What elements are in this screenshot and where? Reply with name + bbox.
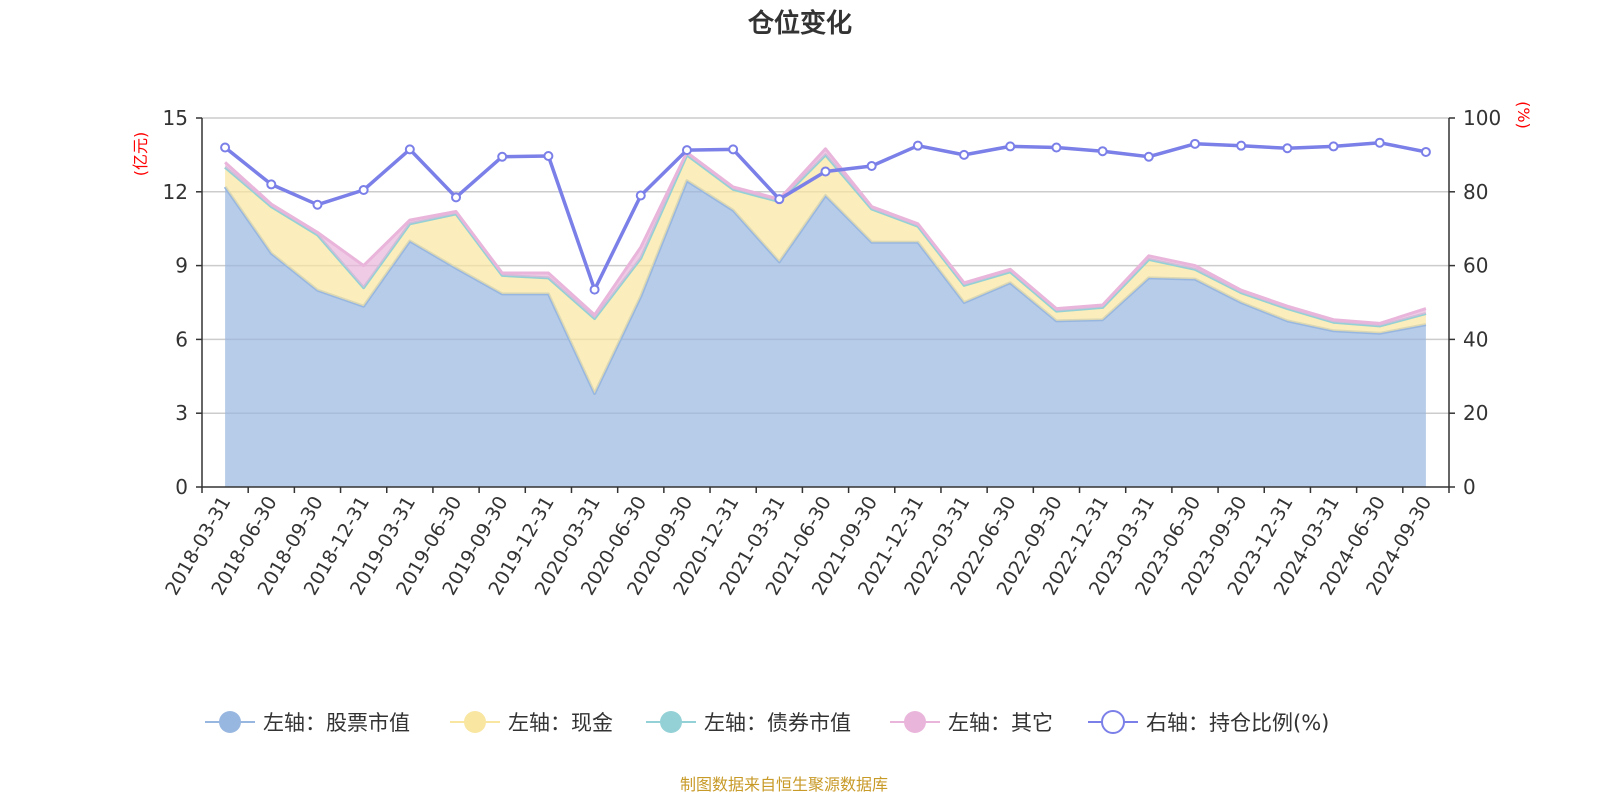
- area-edge-左轴：其它: [224, 147, 1427, 325]
- ratio-point: [1189, 138, 1200, 149]
- ratio-point: [1282, 143, 1293, 154]
- legend-label: 左轴：股票市值: [263, 711, 410, 735]
- left-tick-label: 15: [163, 106, 188, 130]
- ratio-point: [635, 190, 646, 201]
- right-tick-label: 80: [1463, 180, 1488, 204]
- chart-title: 仓位变化: [747, 8, 852, 39]
- ratio-point: [1005, 141, 1016, 152]
- legend: 左轴：股票市值 左轴：现金 左轴：债券市值 左轴：其它 右轴：持仓比例(%): [205, 710, 1329, 735]
- ratio-point: [728, 144, 739, 155]
- ratio-point: [1420, 146, 1431, 157]
- legend-label: 右轴：持仓比例(%): [1146, 711, 1329, 735]
- ratio-point: [589, 284, 600, 295]
- ratio-point: [959, 149, 970, 160]
- legend-swatch-marker: [219, 711, 241, 733]
- stacked-areas: [223, 147, 1427, 487]
- right-tick-label: 100: [1463, 106, 1501, 130]
- right-tick-label: 40: [1463, 327, 1488, 351]
- ratio-point: [404, 144, 415, 155]
- ratio-point: [681, 145, 692, 156]
- left-tick-label: 0: [175, 475, 188, 499]
- ratio-point: [1051, 142, 1062, 153]
- ratio-point: [866, 160, 877, 171]
- ratio-point: [820, 166, 831, 177]
- ratio-point: [1374, 137, 1385, 148]
- legend-swatch-marker: [660, 711, 682, 733]
- ratio-point: [497, 151, 508, 162]
- area-左轴：现金: [225, 154, 1426, 394]
- left-tick-label: 12: [163, 180, 188, 204]
- data-source-note: 制图数据来自恒生聚源数据库: [680, 775, 888, 794]
- legend-label: 左轴：现金: [508, 711, 613, 735]
- left-tick-label: 9: [175, 254, 188, 278]
- ratio-point: [358, 184, 369, 195]
- ratio-point: [912, 140, 923, 151]
- legend-label: 左轴：其它: [948, 711, 1053, 735]
- ratio-point: [774, 194, 785, 205]
- left-tick-label: 3: [175, 401, 188, 425]
- right-tick-label: 20: [1463, 401, 1488, 425]
- ratio-point: [1097, 146, 1108, 157]
- ratio-point: [543, 151, 554, 162]
- left-tick-label: 6: [175, 327, 188, 351]
- right-tick-label: 0: [1463, 475, 1476, 499]
- ratio-point: [451, 192, 462, 203]
- ratio-point: [1328, 141, 1339, 152]
- legend-swatch-marker: [904, 711, 926, 733]
- ratio-point: [1236, 140, 1247, 151]
- legend-swatch-marker: [464, 711, 486, 733]
- right-tick-label: 60: [1463, 254, 1488, 278]
- ratio-point: [220, 142, 231, 153]
- legend-label: 左轴：债券市值: [704, 711, 851, 735]
- area-左轴：股票市值: [225, 180, 1426, 487]
- position-ratio-line: [220, 137, 1431, 295]
- ratio-point: [312, 199, 323, 210]
- ratio-point: [266, 179, 277, 190]
- ratio-point: [1143, 151, 1154, 162]
- left-axis-unit: (亿元): [131, 132, 150, 177]
- legend-swatch-marker: [1101, 710, 1125, 734]
- right-axis-unit: (%): [1514, 101, 1533, 129]
